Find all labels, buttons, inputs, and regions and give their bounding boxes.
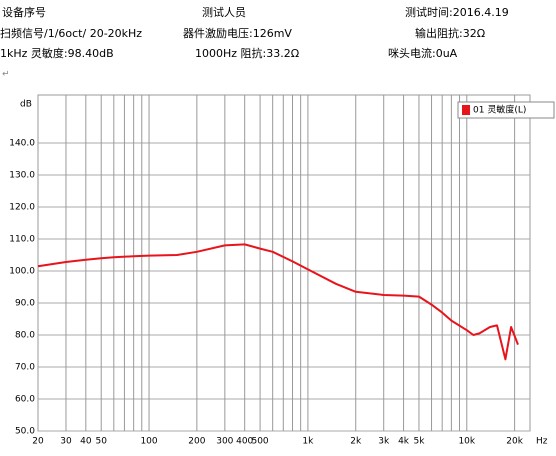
y-tick-label: 130.0 xyxy=(9,171,35,181)
x-tick-label: 40 xyxy=(80,437,92,447)
x-tick-label: 1k xyxy=(302,437,314,447)
header-text: 扫频信号/1/6oct/ 20-20kHz xyxy=(0,26,142,40)
paragraph-mark: ↵ xyxy=(2,70,10,80)
y-tick-label: 80.0 xyxy=(15,331,35,341)
y-tick-label: 90.0 xyxy=(15,299,35,309)
x-tick-label: 4k xyxy=(398,437,410,447)
x-tick-label: 400 xyxy=(236,437,253,447)
x-tick-label: 30 xyxy=(60,437,72,447)
x-tick-label: 200 xyxy=(188,437,205,447)
x-tick-label: 3k xyxy=(378,437,390,447)
y-tick-label: 70.0 xyxy=(15,363,35,373)
x-tick-label: 300 xyxy=(216,437,233,447)
x-tick-label: 100 xyxy=(140,437,157,447)
x-tick-label: 20k xyxy=(506,437,523,447)
y-tick-label: 120.0 xyxy=(9,203,35,213)
x-tick-label: 500 xyxy=(251,437,268,447)
series-line xyxy=(37,243,519,361)
y-tick-label: 140.0 xyxy=(9,139,35,149)
y-tick-label: 50.0 xyxy=(15,427,35,437)
x-tick-label: 50 xyxy=(95,437,107,447)
legend-label: 01 灵敏度(L) xyxy=(473,104,526,116)
header-text: 输出阻抗:32Ω xyxy=(415,26,485,40)
header-text: 器件激励电压:126mV xyxy=(183,26,292,40)
header-text: 咪头电流:0uA xyxy=(388,46,458,60)
y-tick-label: 60.0 xyxy=(15,395,35,405)
x-tick-label: 5k xyxy=(413,437,425,447)
header-text: 测试人员 xyxy=(202,6,246,19)
x-tick-label: 2k xyxy=(350,437,362,447)
y-axis-label: dB xyxy=(20,100,32,110)
header-text: 1kHz 灵敏度:98.40dB xyxy=(0,46,114,60)
header-text: 测试时间:2016.4.19 xyxy=(405,6,509,19)
header-text: 设备序号 xyxy=(2,5,46,19)
y-tick-label: 110.0 xyxy=(9,235,35,245)
legend-swatch xyxy=(462,105,470,115)
x-axis-label: Hz xyxy=(536,437,548,447)
x-tick-label: 20 xyxy=(32,437,44,447)
x-tick-label: 10k xyxy=(458,437,475,447)
y-tick-label: 100.0 xyxy=(9,267,35,277)
legend-box xyxy=(457,101,555,119)
plot-area xyxy=(37,94,531,432)
header-text: 1000Hz 阻抗:33.2Ω xyxy=(195,46,299,60)
